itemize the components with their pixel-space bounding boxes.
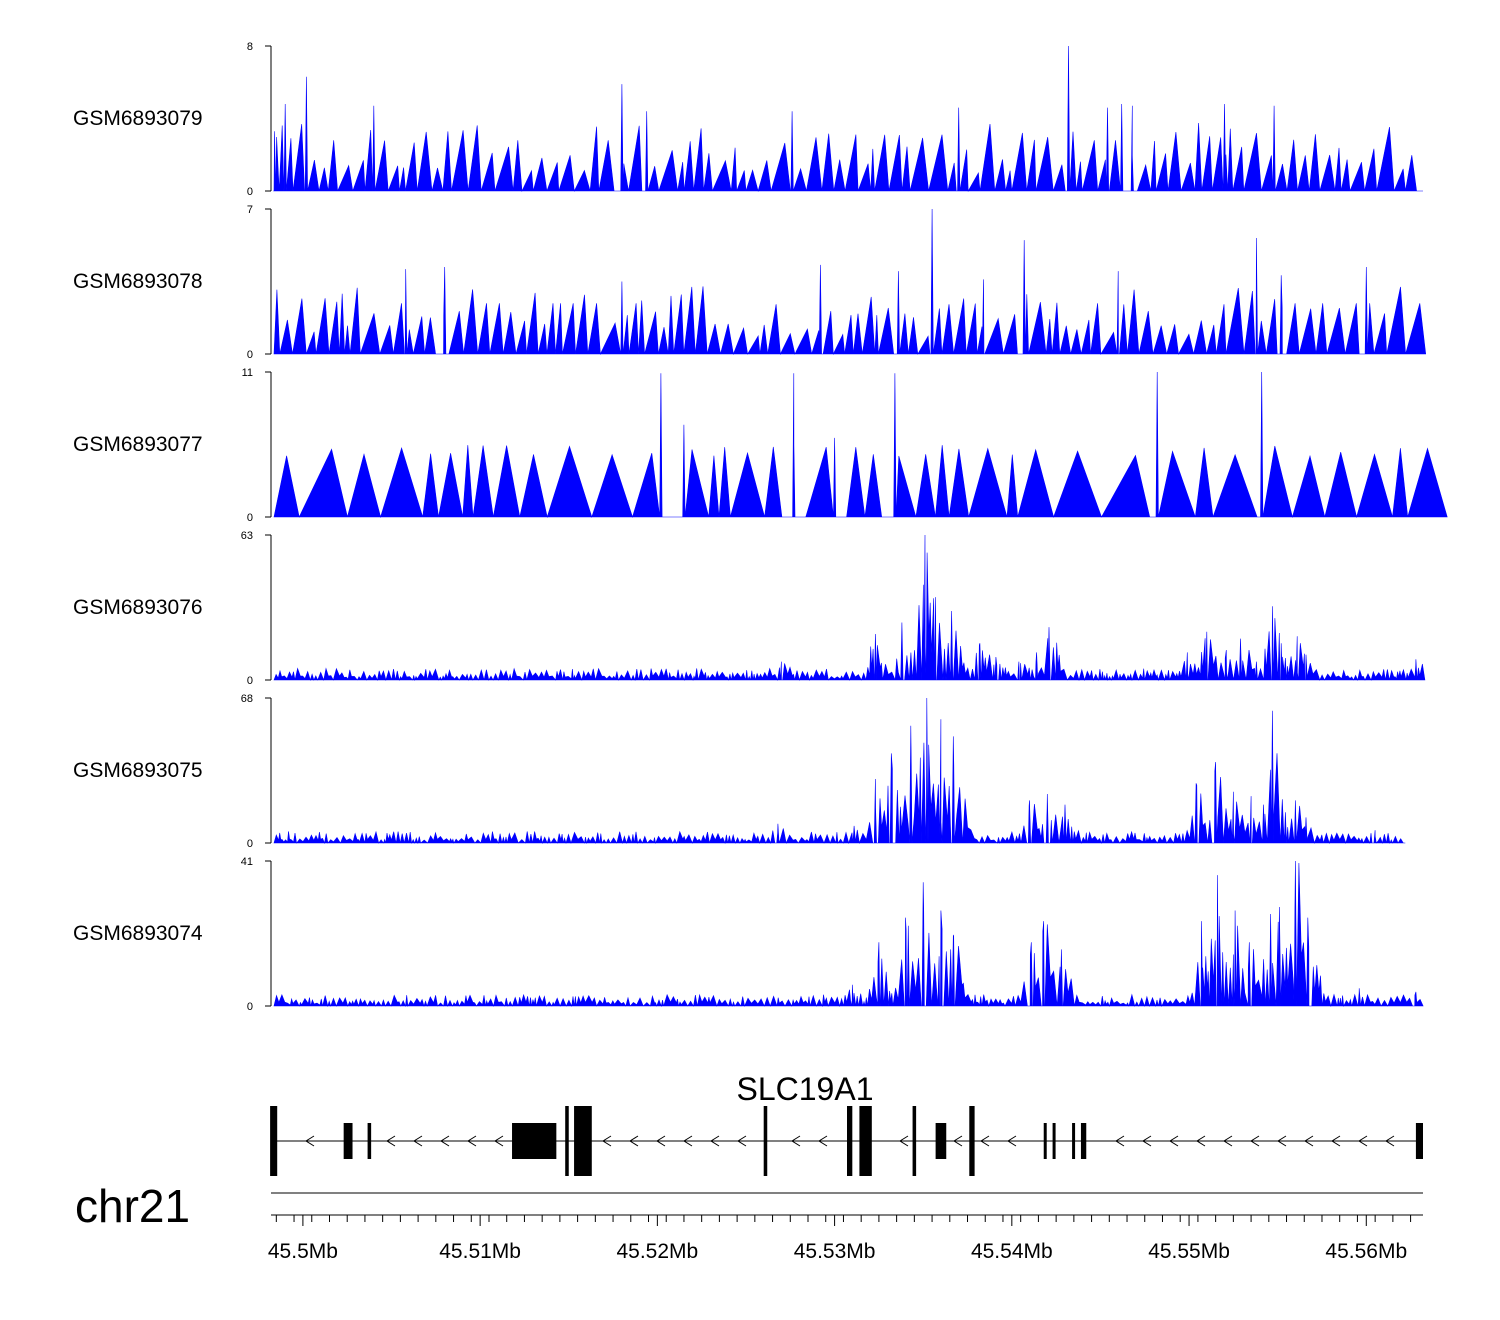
signal-area-GSM6893074	[273, 860, 1424, 1008]
strand-arrow-icon	[656, 1135, 666, 1147]
gene-exon	[935, 1123, 947, 1159]
strand-arrow-icon	[1331, 1135, 1341, 1147]
signal-area-GSM6893077	[273, 371, 1448, 519]
y-tick-label-min: 0	[247, 1001, 253, 1013]
y-tick-label-max: 11	[242, 367, 253, 379]
gene-exon	[912, 1106, 917, 1176]
gene-exon	[859, 1106, 872, 1176]
x-tick-label: 45.53Mb	[794, 1240, 876, 1263]
strand-arrow-icon	[737, 1135, 747, 1147]
strand-arrow-icon	[629, 1135, 639, 1147]
track-label: GSM6893075	[73, 759, 203, 782]
track-label: GSM6893078	[73, 270, 203, 293]
strand-arrow-icon	[1223, 1135, 1233, 1147]
track-GSM6893074: 41 0 GSM6893074	[73, 856, 1424, 1013]
strand-arrow-icon	[1304, 1135, 1314, 1147]
strand-arrow-icon	[953, 1135, 963, 1147]
y-tick-label-max: 63	[241, 530, 253, 542]
track-label: GSM6893074	[73, 922, 203, 945]
strand-arrow-icon	[683, 1135, 693, 1147]
strand-arrow-icon	[1358, 1135, 1368, 1147]
gene-exon	[270, 1106, 278, 1176]
strand-arrow-icon	[1196, 1135, 1206, 1147]
x-tick-label: 45.5Mb	[268, 1240, 338, 1263]
gene-exon	[367, 1123, 372, 1159]
track-label: GSM6893076	[73, 596, 203, 619]
gene-exon	[574, 1106, 592, 1176]
gene-exon	[847, 1106, 853, 1176]
strand-arrow-icon	[1277, 1135, 1287, 1147]
y-tick-label-min: 0	[247, 838, 253, 850]
x-tick-label: 45.52Mb	[616, 1240, 698, 1263]
strand-arrow-icon	[1385, 1135, 1395, 1147]
strand-arrow-icon	[710, 1135, 720, 1147]
track-GSM6893077: 11 0 GSM6893077	[73, 367, 1448, 524]
strand-arrow-icon	[602, 1135, 612, 1147]
gene-exon	[1415, 1123, 1423, 1159]
track-label: GSM6893077	[73, 433, 203, 456]
x-tick-label: 45.54Mb	[971, 1240, 1053, 1263]
x-tick-label: 45.51Mb	[439, 1240, 521, 1263]
gene-exon	[343, 1123, 353, 1159]
strand-arrow-icon	[791, 1135, 801, 1147]
gene-exon	[1043, 1123, 1047, 1159]
signal-area-GSM6893078	[273, 208, 1427, 356]
strand-arrow-icon	[1169, 1135, 1179, 1147]
track-GSM6893075: 68 0 GSM6893075	[73, 693, 1406, 850]
track-GSM6893078: 7 0 GSM6893078	[73, 204, 1427, 361]
x-tick-label: 45.56Mb	[1325, 1240, 1407, 1263]
y-tick-label-max: 7	[247, 204, 253, 216]
strand-arrow-icon	[818, 1135, 828, 1147]
gene-exon	[1080, 1123, 1087, 1159]
strand-arrow-icon	[467, 1135, 477, 1147]
signal-tracks: 8 0 GSM6893079 7 0 GSM6893078 11 0 GSM6893077 63 0…	[73, 41, 1448, 1013]
strand-arrow-icon	[386, 1135, 396, 1147]
strand-arrow-icon	[980, 1135, 990, 1147]
strand-arrow-icon	[494, 1135, 504, 1147]
gene-exon	[1072, 1123, 1076, 1159]
strand-arrow-icon	[1115, 1135, 1125, 1147]
x-tick-label: 45.55Mb	[1148, 1240, 1230, 1263]
strand-arrow-icon	[440, 1135, 450, 1147]
genomic-axis: chr21 45.5Mb 45.51Mb 45.52Mb 45.53Mb 45.54Mb…	[75, 1180, 1423, 1263]
gene-annotation-track: SLC19A1	[270, 1071, 1423, 1176]
gene-name-label: SLC19A1	[737, 1071, 874, 1107]
strand-arrow-icon	[1142, 1135, 1152, 1147]
strand-arrow-icon	[899, 1135, 909, 1147]
y-tick-label-min: 0	[247, 186, 253, 198]
y-tick-label-min: 0	[247, 675, 253, 687]
gene-exon	[763, 1106, 768, 1176]
gene-exon	[969, 1106, 975, 1176]
y-tick-label-min: 0	[247, 349, 253, 361]
gene-exon	[1052, 1123, 1056, 1159]
strand-arrow-icon	[1250, 1135, 1260, 1147]
y-tick-label-max: 41	[241, 856, 253, 868]
y-tick-label-min: 0	[247, 512, 253, 524]
track-GSM6893076: 63 0 GSM6893076	[73, 530, 1426, 687]
track-label: GSM6893079	[73, 107, 203, 130]
gene-exon	[512, 1123, 557, 1159]
signal-area-GSM6893079	[273, 45, 1423, 193]
chromosome-label: chr21	[75, 1180, 190, 1232]
strand-arrow-icon	[413, 1135, 423, 1147]
y-tick-label-max: 68	[241, 693, 253, 705]
signal-area-GSM6893075	[273, 697, 1406, 845]
signal-area-GSM6893076	[273, 534, 1426, 682]
strand-arrow-icon	[1007, 1135, 1017, 1147]
strand-arrow-icon	[305, 1135, 315, 1147]
y-tick-label-max: 8	[247, 41, 253, 53]
track-GSM6893079: 8 0 GSM6893079	[73, 41, 1423, 198]
gene-exon	[565, 1106, 569, 1176]
